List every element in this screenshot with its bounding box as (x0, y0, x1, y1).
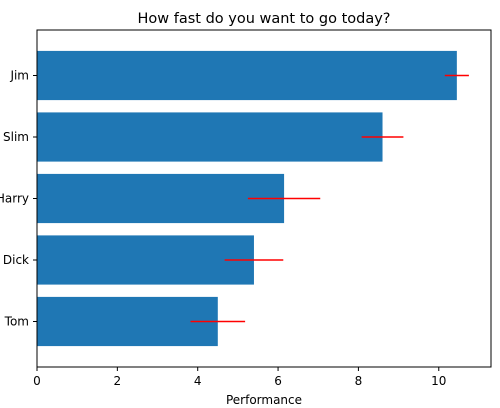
x-tick-label: 6 (274, 374, 282, 388)
plot-frame (36, 29, 492, 368)
y-ticks-group: Tom Dick Harry Slim Jim (0, 69, 37, 328)
bar-jim (37, 50, 457, 101)
x-tick-label: 4 (194, 374, 202, 388)
y-tick-label-jim: Jim (9, 69, 29, 83)
x-ticks-group: 0 2 4 6 8 10 (33, 367, 446, 388)
chart-title: How fast do you want to go today? (137, 11, 390, 27)
bars-group (37, 50, 457, 347)
bar-dick (37, 235, 254, 285)
x-axis-label: Performance (226, 393, 302, 407)
y-tick-label-slim: Slim (3, 130, 29, 144)
x-tick-label: 2 (114, 374, 122, 388)
bar-tom (37, 296, 218, 347)
bar-harry (37, 173, 285, 224)
error-bars-group (190, 74, 469, 323)
y-tick-label-dick: Dick (3, 253, 29, 267)
x-tick-label: 0 (33, 374, 41, 388)
bar-slim (37, 112, 383, 162)
y-tick-label-harry: Harry (0, 192, 29, 206)
x-tick-label: 10 (431, 374, 446, 388)
y-tick-label-tom: Tom (4, 314, 29, 328)
x-tick-label: 8 (355, 374, 363, 388)
